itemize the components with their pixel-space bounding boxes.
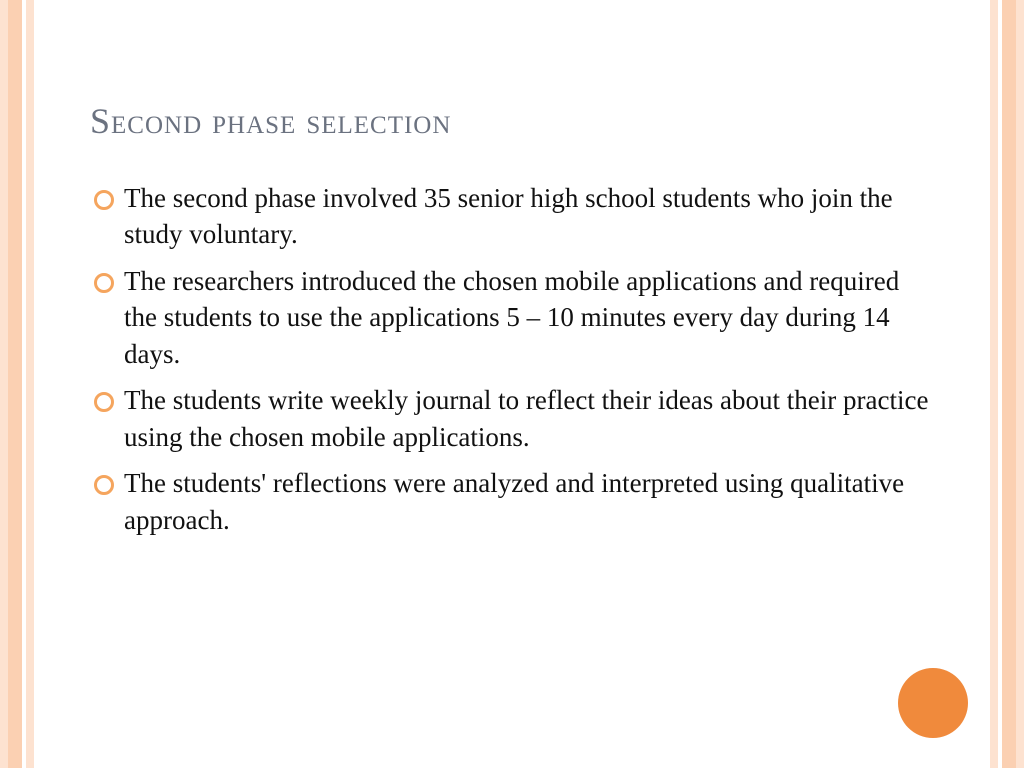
list-item: The students write weekly journal to ref… <box>90 382 934 455</box>
slide-content: Second phase selection The second phase … <box>60 0 964 768</box>
list-item: The researchers introduced the chosen mo… <box>90 263 934 372</box>
right-border-stripe-2 <box>1002 0 1016 768</box>
bullet-list: The second phase involved 35 senior high… <box>90 180 934 538</box>
accent-circle-icon <box>898 668 968 738</box>
right-border-gap <box>998 0 1002 768</box>
left-border-stripe-1 <box>0 0 8 768</box>
left-border-stripe-3 <box>26 0 34 768</box>
right-border-stripe-1 <box>1016 0 1024 768</box>
list-item: The students' reflections were analyzed … <box>90 465 934 538</box>
slide-title: Second phase selection <box>90 100 934 142</box>
right-border-stripe-3 <box>990 0 998 768</box>
left-border-stripe-2 <box>8 0 22 768</box>
list-item: The second phase involved 35 senior high… <box>90 180 934 253</box>
